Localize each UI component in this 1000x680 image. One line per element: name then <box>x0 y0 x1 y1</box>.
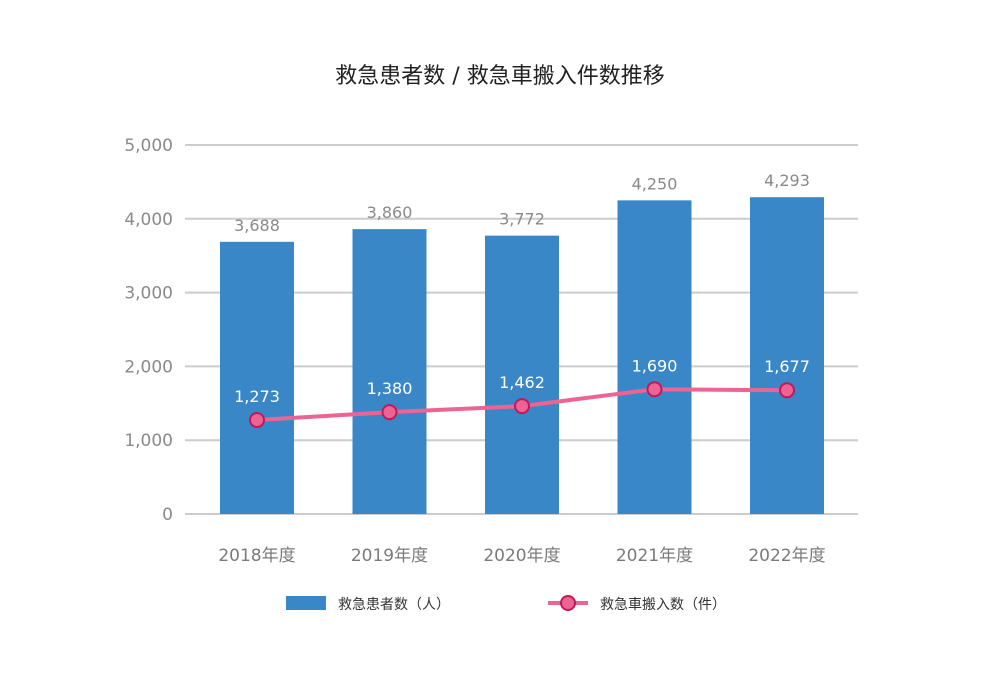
bar-value-label: 3,688 <box>234 216 280 235</box>
bar <box>750 197 824 514</box>
bar-value-label: 3,772 <box>499 210 545 229</box>
line-value-label: 1,677 <box>764 357 810 376</box>
chart-title: 救急患者数 / 救急車搬入件数推移 <box>335 64 665 89</box>
x-tick-label: 2022年度 <box>748 546 825 566</box>
y-tick-label: 5,000 <box>124 136 173 156</box>
bar <box>220 241 294 514</box>
line-point <box>381 404 398 421</box>
line-point <box>249 412 265 429</box>
line-point <box>779 382 795 399</box>
y-tick-label: 1,000 <box>124 431 173 451</box>
bar <box>617 200 692 514</box>
bar-value-label: 3,860 <box>367 203 413 222</box>
legend-line-marker <box>560 595 576 611</box>
bar <box>485 235 559 514</box>
x-tick-label: 2019年度 <box>351 546 428 566</box>
x-tick-label: 2018年度 <box>218 546 295 566</box>
bar <box>352 229 427 514</box>
line-value-label: 1,380 <box>367 379 413 398</box>
line-value-label: 1,462 <box>499 373 545 392</box>
y-tick-label: 3,000 <box>124 284 173 304</box>
bar-value-label: 4,250 <box>632 174 678 193</box>
line-value-label: 1,690 <box>632 356 678 375</box>
bar-value-label: 4,293 <box>764 171 810 190</box>
y-tick-label: 0 <box>162 505 173 525</box>
y-tick-label: 4,000 <box>124 210 173 230</box>
legend-bar-label: 救急患者数（人） <box>338 597 450 613</box>
y-tick-label: 2,000 <box>124 357 173 377</box>
line-point <box>514 398 530 415</box>
x-tick-label: 2021年度 <box>616 546 693 566</box>
x-tick-label: 2020年度 <box>483 546 560 566</box>
legend-line-label: 救急車搬入数（件） <box>600 596 726 613</box>
legend-bar-swatch <box>286 596 326 610</box>
line-point <box>646 381 663 398</box>
line-value-label: 1,273 <box>234 387 280 406</box>
